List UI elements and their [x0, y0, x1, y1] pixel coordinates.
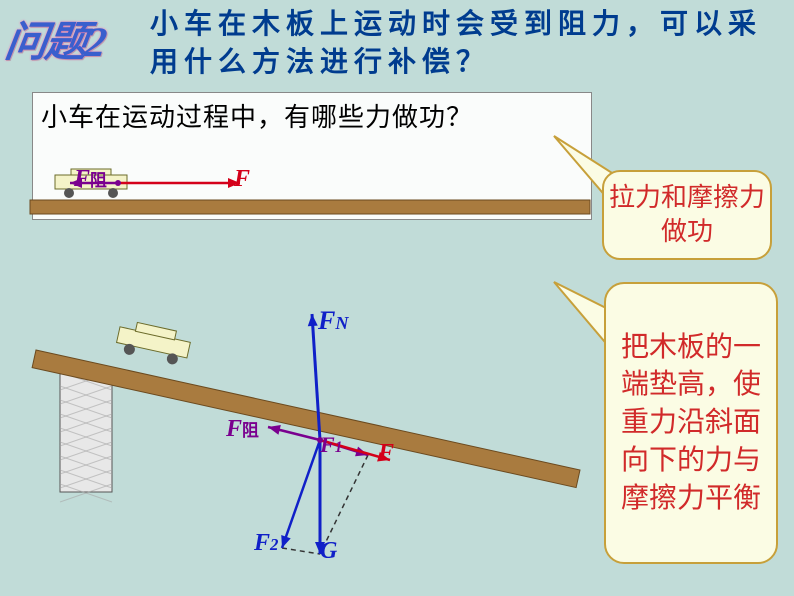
speech-bubble-1: 拉力和摩擦力做功	[602, 170, 772, 260]
label-F-top: F	[234, 166, 250, 193]
label-F-bottom: F	[378, 440, 394, 467]
label-F-resistance-bottom: F阻	[226, 416, 259, 443]
label-F2: F2	[254, 530, 278, 557]
title-label: 问题2	[2, 8, 110, 69]
bubble2-text: 把木板的一端垫高，使重力沿斜面向下的力与摩擦力平衡	[606, 321, 776, 526]
speech-bubble-2: 把木板的一端垫高，使重力沿斜面向下的力与摩擦力平衡	[604, 282, 778, 564]
question-text: 小车在木板上运动时会受到阻力，可以采用什么方法进行补偿？	[150, 6, 770, 82]
label-F-resistance-top: F阻	[74, 166, 107, 193]
label-G: G	[320, 538, 337, 565]
label-F1: F1	[320, 432, 342, 458]
sub-question-text: 小车在运动过程中，有哪些力做功？	[41, 97, 473, 134]
bubble1-text: 拉力和摩擦力做功	[604, 177, 770, 253]
label-FN: FN	[318, 306, 348, 336]
sub-question-box: 小车在运动过程中，有哪些力做功？	[32, 92, 592, 220]
